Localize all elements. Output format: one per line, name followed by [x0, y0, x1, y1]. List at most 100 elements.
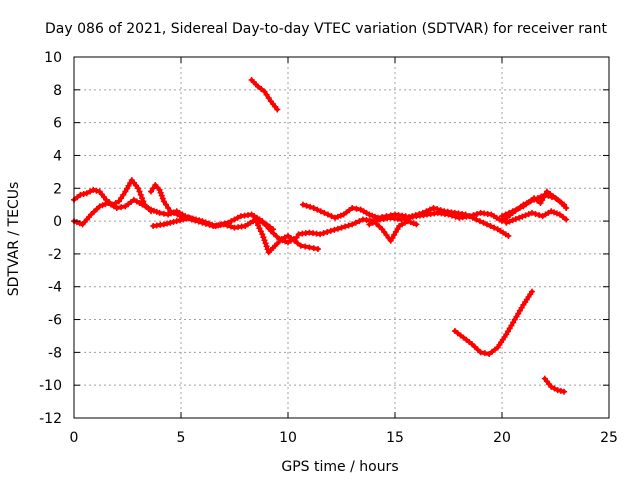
data-point: [356, 218, 363, 225]
data-point: [73, 219, 80, 226]
data-point: [281, 234, 288, 241]
data-point: [373, 218, 380, 225]
data-point: [221, 220, 228, 227]
data-point: [303, 202, 310, 209]
x-axis-label: GPS time / hours: [281, 459, 398, 475]
data-point: [265, 95, 272, 102]
data-point: [551, 385, 558, 392]
data-point: [299, 201, 306, 208]
data-point: [209, 221, 216, 228]
data-point: [516, 214, 523, 221]
data-point: [413, 221, 420, 228]
data-point: [320, 230, 327, 237]
data-point: [186, 214, 193, 221]
data-point: [487, 223, 494, 230]
data-point: [491, 224, 498, 231]
data-point: [297, 242, 304, 249]
data-point: [93, 187, 100, 194]
data-point: [334, 213, 341, 220]
data-point: [215, 222, 222, 229]
data-point: [255, 83, 262, 90]
data-point: [324, 211, 331, 218]
data-point: [553, 195, 560, 202]
x-tick-label: 20: [493, 430, 511, 446]
x-tick-label: 15: [386, 430, 404, 446]
data-point: [259, 231, 266, 238]
data-point: [307, 203, 314, 210]
series-trace-i: [366, 204, 512, 239]
data-point: [255, 222, 262, 229]
data-point: [258, 85, 265, 92]
data-point: [532, 210, 539, 217]
data-point: [278, 236, 285, 243]
series-trace-d: [150, 211, 300, 246]
data-point: [163, 201, 170, 208]
series-trace-n: [541, 375, 568, 395]
data-point: [264, 246, 271, 253]
series-trace-a: [71, 177, 155, 215]
series-trace-e: [250, 213, 321, 256]
data-point: [556, 211, 563, 218]
data-point: [225, 219, 232, 226]
data-point: [554, 387, 561, 394]
data-point: [291, 237, 298, 244]
data-point: [531, 195, 538, 202]
data-point: [156, 186, 163, 193]
data-point: [263, 91, 270, 98]
data-point: [159, 195, 166, 202]
data-point: [180, 216, 187, 223]
data-point: [218, 221, 225, 228]
x-tick-label: 10: [279, 430, 297, 446]
data-point: [473, 216, 480, 223]
data-point: [176, 217, 183, 224]
data-point: [410, 220, 417, 227]
data-point: [253, 219, 260, 226]
data-point: [547, 191, 554, 198]
plot-frame: [73, 56, 610, 419]
data-point: [165, 211, 172, 218]
data-point: [452, 213, 459, 220]
data-point: [528, 288, 535, 295]
data-point: [353, 205, 360, 212]
data-point: [349, 221, 356, 228]
data-point: [252, 216, 259, 223]
x-tick-label: 0: [70, 430, 79, 446]
data-point: [80, 191, 87, 198]
data-point: [118, 195, 125, 202]
data-point: [174, 211, 181, 218]
data-point: [137, 191, 144, 198]
data-point: [285, 232, 291, 239]
data-point: [550, 193, 557, 200]
data-point: [257, 228, 264, 235]
data-point: [199, 218, 206, 225]
y-tick-label: 10: [44, 50, 62, 66]
y-tick-label: -12: [39, 411, 62, 427]
data-point: [337, 212, 344, 219]
data-point: [525, 211, 532, 218]
data-point: [74, 194, 81, 201]
data-point: [306, 244, 313, 251]
data-point: [261, 88, 268, 95]
data-point: [90, 186, 97, 193]
y-tick-label: -10: [39, 378, 62, 394]
data-point: [173, 218, 180, 225]
data-point: [561, 388, 568, 395]
series-trace-h: [295, 216, 420, 244]
data-point: [563, 204, 570, 211]
data-point: [164, 220, 171, 227]
data-point: [551, 209, 558, 216]
data-point: [474, 210, 481, 217]
data-point: [407, 219, 414, 226]
data-point: [262, 240, 269, 247]
data-point: [227, 223, 234, 230]
data-point: [499, 213, 505, 220]
data-point: [509, 217, 516, 224]
y-tick-label: 4: [53, 148, 62, 164]
data-point: [372, 213, 379, 220]
grid: [74, 57, 609, 418]
series-trace-f: [248, 76, 281, 113]
data-point: [543, 188, 550, 195]
data-point: [513, 206, 520, 213]
data-point: [288, 235, 295, 242]
data-point: [158, 192, 165, 199]
